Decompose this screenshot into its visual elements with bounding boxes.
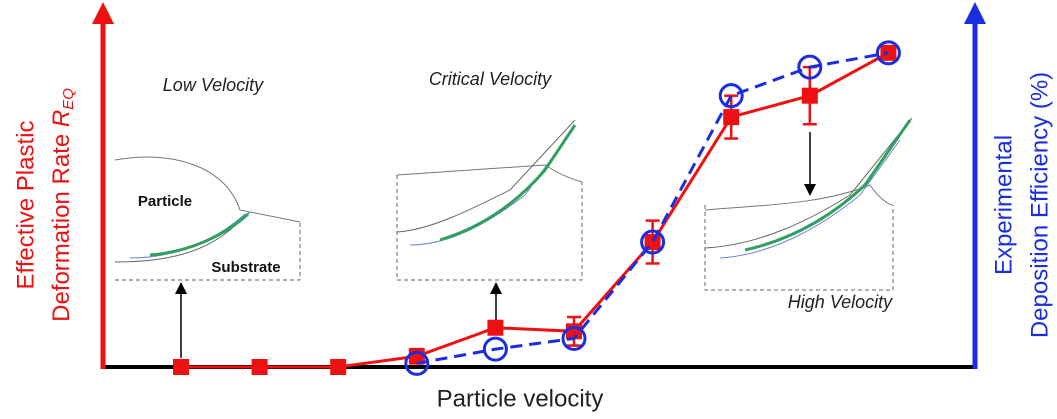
y-label-symbol: R bbox=[48, 110, 75, 127]
inset-critical bbox=[396, 119, 583, 281]
y-axis-label-line: Deformation Rate REQ bbox=[48, 88, 77, 322]
annotation: Low Velocity bbox=[163, 75, 264, 95]
annotation: Substrate bbox=[211, 259, 280, 276]
marker bbox=[875, 40, 901, 66]
y-axis-label: Effective Plastic Deformation Rate REQ bbox=[12, 88, 77, 322]
y-axis-label-line: Effective Plastic bbox=[12, 121, 39, 290]
y2-axis-label-line: Experimental bbox=[990, 135, 1017, 275]
marker bbox=[251, 359, 268, 375]
annotation: High Velocity bbox=[788, 292, 893, 312]
marker bbox=[487, 319, 504, 336]
y-label-subscript: EQ bbox=[60, 88, 77, 110]
marker bbox=[797, 54, 823, 80]
y-axis-arrow bbox=[92, 2, 114, 24]
annotation: Critical Velocity bbox=[429, 69, 552, 89]
marker bbox=[718, 83, 744, 109]
y2-axis-arrow bbox=[964, 2, 986, 24]
series-line bbox=[181, 51, 890, 369]
inset-high bbox=[704, 117, 913, 291]
y2-axis-label-line: Deposition Efficiency (%) bbox=[1026, 72, 1053, 338]
y-label-text: Deformation Rate bbox=[48, 127, 75, 322]
marker bbox=[173, 359, 189, 375]
annotation: Particle bbox=[138, 193, 192, 210]
series-line bbox=[416, 51, 889, 365]
marker bbox=[404, 350, 430, 376]
marker bbox=[723, 109, 740, 126]
marker bbox=[801, 87, 818, 104]
marker bbox=[561, 325, 587, 351]
marker bbox=[482, 336, 508, 362]
x-axis-label: Particle velocity bbox=[437, 385, 604, 412]
y2-axis-label: Experimental Deposition Efficiency (%) bbox=[990, 72, 1053, 338]
marker bbox=[330, 359, 347, 375]
inset-low bbox=[114, 156, 301, 281]
marker bbox=[640, 229, 666, 255]
